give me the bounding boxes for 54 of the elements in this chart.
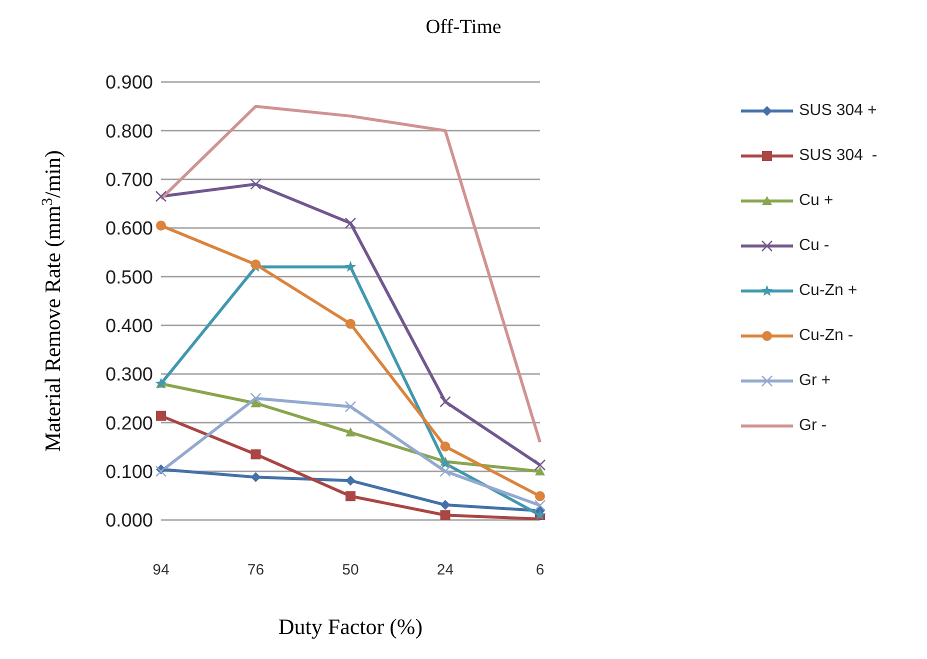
point: [344, 217, 356, 229]
y-tick-label: 0.000: [105, 510, 153, 532]
legend-label: Gr -: [799, 416, 827, 434]
point: [535, 466, 545, 476]
point: [156, 410, 166, 421]
point: [155, 466, 167, 477]
point: [440, 442, 450, 452]
y-tick-label: 0.200: [105, 413, 153, 434]
point: [250, 392, 262, 404]
x-tick-label: 94: [152, 562, 170, 579]
x-tick-label: 50: [342, 562, 359, 579]
x-tick-label: 6: [536, 562, 544, 579]
point: [346, 427, 356, 436]
legend-label: Gr +: [799, 372, 831, 390]
legend-label: Cu +: [799, 192, 834, 210]
y-tick-label: 0.100: [105, 462, 153, 484]
x-tick-label: 76: [247, 562, 264, 579]
point: [440, 510, 450, 520]
point: [535, 491, 545, 502]
point: [155, 190, 167, 202]
point: [440, 396, 451, 408]
point: [440, 466, 451, 477]
point: [346, 318, 356, 329]
x-tick-label: 24: [436, 562, 454, 579]
point: [344, 260, 356, 272]
point: [534, 500, 546, 512]
y-tick-label: 0.300: [105, 364, 153, 386]
y-tick-label: 0.800: [105, 121, 153, 142]
legend-label: SUS 304 +: [799, 102, 877, 120]
point: [250, 398, 261, 408]
y-tick-label: 0.700: [105, 170, 153, 192]
point: [346, 476, 356, 486]
y-tick-label: 0.500: [105, 267, 153, 288]
point: [344, 400, 356, 412]
point: [250, 449, 261, 460]
legend-label: Cu -: [799, 236, 830, 254]
legend-label: SUS 304 -: [799, 146, 878, 164]
legend-label: Cu-Zn +: [799, 282, 858, 300]
point: [250, 178, 262, 190]
point: [250, 472, 261, 482]
y-tick-label: 0.600: [105, 218, 153, 240]
point: [534, 459, 546, 471]
point: [440, 458, 451, 468]
point: [156, 220, 166, 231]
line-series: [160, 104, 542, 444]
point: [346, 491, 356, 502]
y-tick-label: 0.400: [105, 316, 153, 338]
x-axis-title: Duty Factor (%): [278, 614, 423, 639]
y-tick-label: 0.900: [105, 72, 153, 94]
point: [250, 260, 261, 270]
chart-title: Off-Time: [424, 16, 502, 39]
point: [440, 500, 450, 510]
point: [534, 509, 546, 520]
legend-label: Cu-Zn -: [799, 326, 854, 344]
